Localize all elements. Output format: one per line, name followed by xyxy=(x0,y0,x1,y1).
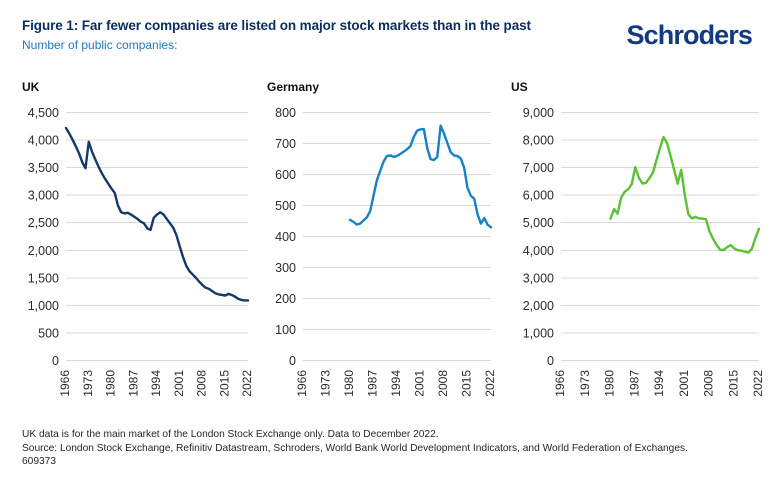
y-axis-tick-label: 100 xyxy=(275,323,296,337)
chart-panel-uk: UK 0 500 1,000 1,500 2,000 2,500 3,000 3,500 4,0… xyxy=(0,72,258,422)
x-axis-tick-label: 2008 xyxy=(702,370,716,397)
chart-title-germany: Germany xyxy=(267,80,320,94)
x-axis-tick-label: 2001 xyxy=(677,370,691,397)
chart-title-uk: UK xyxy=(22,80,40,94)
footnote-note: UK data is for the main market of the Lo… xyxy=(22,429,439,440)
y-axis-tick-label: 1,500 xyxy=(28,271,59,285)
y-axis-tick-label: 4,000 xyxy=(523,244,554,258)
x-axis-tick-label: 1966 xyxy=(553,370,567,397)
series-line-uk xyxy=(64,126,250,302)
plot-area-uk: 0 500 1,000 1,500 2,000 2,500 3,000 3,500 4,000 4… xyxy=(18,102,254,422)
x-axis-tick-label: 2001 xyxy=(172,370,186,397)
y-axis-tick-label: 300 xyxy=(275,261,296,275)
series-line-us xyxy=(609,135,761,254)
footnote-block: UK data is for the main market of the Lo… xyxy=(22,428,758,469)
y-axis-tick-label: 7,000 xyxy=(523,161,554,175)
x-axis-tick-label: 1987 xyxy=(366,370,380,397)
chart-panel-germany: Germany 0 100 200 300 400 500 600 700 800 1966 197… xyxy=(258,72,500,422)
y-axis-tick-label: 3,000 xyxy=(28,189,59,203)
page-subtitle: Number of public companies: xyxy=(22,38,178,52)
y-axis-tick-label: 200 xyxy=(275,292,296,306)
y-axis-tick-label: 2,000 xyxy=(28,244,59,258)
y-axis-tick-label: 500 xyxy=(38,326,59,340)
schroders-logo: Schroders xyxy=(626,20,753,50)
x-axis-tick-label: 2015 xyxy=(217,370,231,397)
line-chart-us: 0 1,000 2,000 3,000 4,000 5,000 6,000 7,000 8,00… xyxy=(523,106,765,397)
x-axis-tick-label: 1994 xyxy=(149,370,163,397)
y-axis-tick-label: 2,000 xyxy=(523,299,554,313)
x-axis-tick-label: 1994 xyxy=(389,370,403,397)
y-axis-tick-label: 4,000 xyxy=(28,134,59,148)
y-axis-tick-label: 4,500 xyxy=(28,106,59,120)
chart-header: Figure 1: Far fewer companies are listed… xyxy=(22,18,753,66)
x-axis-tick-label: 1966 xyxy=(295,370,309,397)
x-axis-tick-label: 1973 xyxy=(578,370,592,397)
y-axis-tick-label: 6,000 xyxy=(523,189,554,203)
x-axis-tick-label: 1980 xyxy=(342,370,356,397)
x-axis-tick-label: 1987 xyxy=(627,370,641,397)
y-axis-tick-label: 3,500 xyxy=(28,161,59,175)
y-axis-tick-label: 1,000 xyxy=(523,326,554,340)
chart-title-us: US xyxy=(511,80,528,94)
x-axis-tick-label: 2008 xyxy=(436,370,450,397)
x-axis-tick-label: 2001 xyxy=(413,370,427,397)
plot-area-germany: 0 100 200 300 400 500 600 700 800 1966 1973 1980 198… xyxy=(263,102,497,422)
x-axis-tick-label: 2022 xyxy=(483,370,497,397)
x-axis-tick-label: 1980 xyxy=(104,370,118,397)
x-axis-tick-label: 1973 xyxy=(319,370,333,397)
x-axis-tick-label: 1987 xyxy=(126,370,140,397)
y-axis-tick-label: 500 xyxy=(275,199,296,213)
x-axis-tick-label: 2015 xyxy=(460,370,474,397)
y-axis-tick-label: 8,000 xyxy=(523,134,554,148)
y-axis-tick-label: 3,000 xyxy=(523,271,554,285)
x-axis-tick-label: 2022 xyxy=(751,370,765,397)
x-axis-tick-label: 1980 xyxy=(603,370,617,397)
chart-panel-us: US 0 1,000 2,000 3,000 4,000 5,000 6,000 7,000 8… xyxy=(500,72,770,422)
line-chart-uk: 0 500 1,000 1,500 2,000 2,500 3,000 3,500 4,000 4… xyxy=(28,106,254,397)
line-chart-germany: 0 100 200 300 400 500 600 700 800 1966 1973 1980 198… xyxy=(275,106,497,397)
charts-row: UK 0 500 1,000 1,500 2,000 2,500 3,000 3,500 4,0… xyxy=(0,72,770,422)
plot-area-us: 0 1,000 2,000 3,000 4,000 5,000 6,000 7,000 8,00… xyxy=(507,102,765,422)
x-axis-tick-label: 1973 xyxy=(81,370,95,397)
y-axis-tick-label: 5,000 xyxy=(523,216,554,230)
y-axis-tick-label: 400 xyxy=(275,230,296,244)
y-axis-tick-label: 800 xyxy=(275,106,296,120)
y-axis-tick-label: 2,500 xyxy=(28,216,59,230)
x-axis-tick-label: 2008 xyxy=(195,370,209,397)
y-axis-tick-label: 700 xyxy=(275,137,296,151)
footnote-ref: 609373 xyxy=(22,456,56,467)
series-line-germany xyxy=(348,124,493,229)
y-axis-tick-label: 0 xyxy=(547,354,554,368)
y-axis-tick-label: 0 xyxy=(289,354,296,368)
x-axis-tick-label: 1994 xyxy=(652,370,666,397)
page-title: Figure 1: Far fewer companies are listed… xyxy=(22,18,531,33)
y-axis-tick-label: 9,000 xyxy=(523,106,554,120)
x-axis-tick-label: 1966 xyxy=(58,370,72,397)
x-axis-tick-label: 2015 xyxy=(726,370,740,397)
x-axis-tick-label: 2022 xyxy=(240,370,254,397)
y-axis-tick-label: 0 xyxy=(52,354,59,368)
y-axis-tick-label: 600 xyxy=(275,168,296,182)
y-axis-tick-label: 1,000 xyxy=(28,299,59,313)
footnote-source: Source: London Stock Exchange, Refinitiv… xyxy=(22,442,688,454)
